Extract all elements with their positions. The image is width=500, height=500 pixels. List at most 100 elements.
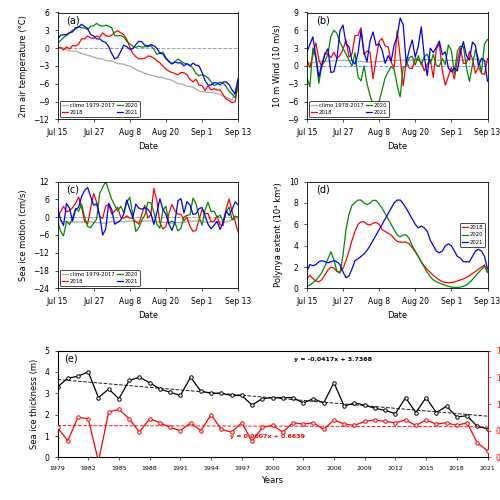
Text: (d): (d) [316,184,330,194]
2020 [331,28,337,34]
2018 [484,269,490,275]
Legend: climo 1979-2017, 2018, 2020, 2021: climo 1979-2017, 2018, 2020, 2021 [60,101,140,117]
2021 [232,91,238,97]
2020 [355,197,361,203]
2020 [466,78,472,84]
2018 [96,214,102,220]
X-axis label: Date: Date [387,142,407,152]
2018 [484,56,490,62]
2020 [217,212,223,218]
2018 [403,239,409,245]
Line: 2018: 2018 [58,31,238,102]
Line: 2020: 2020 [307,200,488,288]
climo 1978-2017 [412,58,418,64]
2021 [124,197,130,203]
2021 [484,266,490,272]
2021 [235,75,241,81]
2018 [418,59,424,65]
2018 [118,214,124,220]
climo 1979-2017 [96,56,102,62]
climo 1978-2017 [484,59,490,65]
2018 [358,219,364,225]
2018 [370,220,376,226]
2020 [304,284,310,290]
climo 1978-2017 [304,60,310,66]
2018 [214,213,220,219]
Text: y = -0.0417x + 3.7368: y = -0.0417x + 3.7368 [294,357,372,362]
climo 1979-2017 [151,73,157,79]
climo 1978-2017 [346,58,352,64]
2018 [90,190,96,196]
2020 [415,254,421,260]
Line: 2021: 2021 [58,188,238,235]
climo 1979-2017 [232,216,238,222]
climo 1979-2017 [211,90,217,96]
2020 [484,36,490,43]
2020 [120,34,126,40]
Legend: 2018, 2020, 2021: 2018, 2020, 2021 [460,224,485,246]
2020 [466,280,472,286]
2018 [154,58,160,64]
2018 [346,248,352,254]
Line: climo 1979-2017: climo 1979-2017 [58,219,238,224]
Line: climo 1979-2017: climo 1979-2017 [58,46,238,100]
2018 [400,82,406,88]
2021 [415,44,421,50]
2021 [217,226,223,232]
2020 [157,225,163,231]
2018 [340,46,346,52]
2021 [484,78,490,84]
Line: 2018: 2018 [58,188,238,232]
2018 [304,276,310,282]
Line: 2018: 2018 [307,28,488,86]
2020 [60,233,66,239]
2018 [446,280,452,286]
2018 [114,28,120,34]
climo 1979-2017 [118,61,124,67]
X-axis label: Date: Date [138,312,158,320]
2020 [124,200,130,205]
Legend: climo 1979-2017, 2018, 2020, 2021: climo 1979-2017, 2018, 2020, 2021 [60,270,140,286]
Text: (e): (e) [64,354,78,364]
climo 1979-2017 [235,216,241,222]
2021 [370,238,376,244]
climo 1978-2017 [400,58,406,64]
climo 1979-2017 [54,44,60,50]
2021 [304,268,310,274]
2020 [169,218,175,224]
2021 [214,80,220,86]
2018 [90,35,96,41]
2021 [397,15,403,21]
Line: 2020: 2020 [307,30,488,108]
2020 [304,74,310,80]
climo 1979-2017 [102,220,108,226]
2018 [466,272,472,278]
2020 [340,252,346,258]
2020 [403,232,409,238]
2018 [358,24,364,30]
climo 1978-2017 [340,58,346,64]
2018 [166,210,172,216]
2020 [373,104,379,110]
2020 [370,102,376,107]
Y-axis label: 10 m Wind (10 m/s): 10 m Wind (10 m/s) [272,24,281,107]
2018 [54,45,60,51]
Text: y = 0.0007x + 0.6639: y = 0.0007x + 0.6639 [230,434,304,439]
2021 [464,52,469,59]
2020 [94,216,100,222]
2020 [418,62,424,68]
Line: 2018: 2018 [307,222,488,283]
climo 1979-2017 [120,218,126,224]
2021 [100,232,105,238]
climo 1979-2017 [90,54,96,60]
Text: (c): (c) [66,184,80,194]
2020 [100,23,105,29]
2021 [169,228,175,234]
2021 [418,223,424,229]
2018 [166,68,172,74]
Y-axis label: Sea ice motion (cm/s): Sea ice motion (cm/s) [18,189,28,281]
climo 1979-2017 [90,220,96,226]
2021 [406,210,412,216]
Line: 2021: 2021 [58,24,238,94]
2018 [120,32,126,38]
